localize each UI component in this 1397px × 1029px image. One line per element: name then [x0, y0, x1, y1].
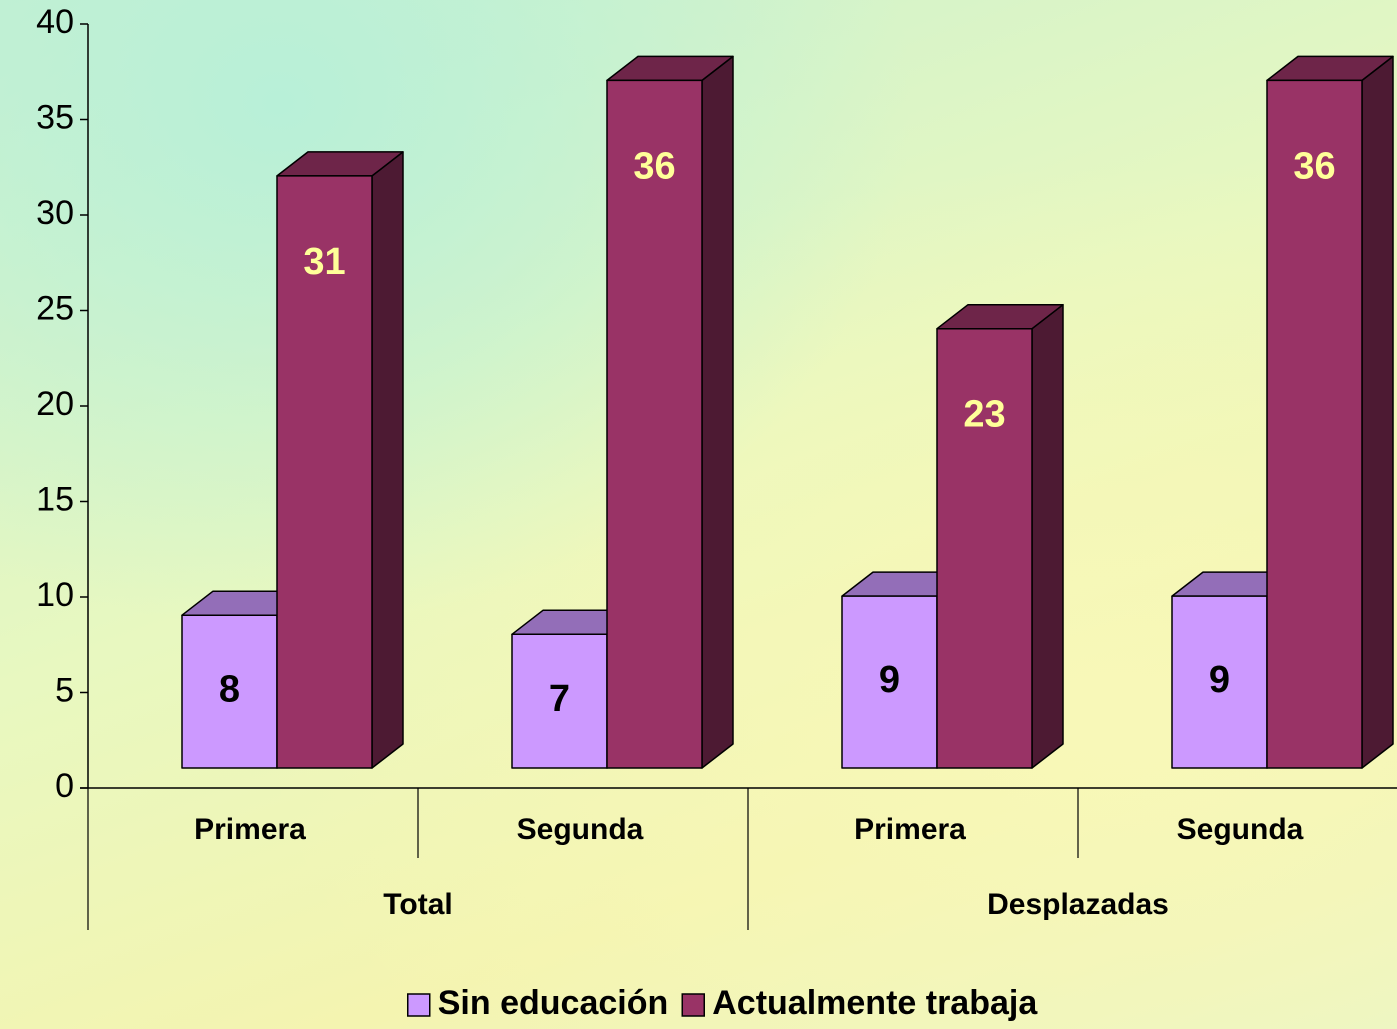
legend-swatch [681, 993, 705, 1017]
value-label: 36 [633, 145, 675, 187]
y-tick-label: 40 [36, 3, 74, 41]
y-tick-label: 25 [36, 289, 74, 327]
value-label: 31 [303, 241, 345, 283]
value-label: 7 [549, 678, 570, 720]
legend-label: Sin educación [438, 984, 669, 1022]
value-label: 36 [1293, 145, 1335, 187]
y-tick-label: 35 [36, 98, 74, 136]
group-label: Total [383, 888, 452, 921]
bar [511, 633, 608, 769]
y-tick-label: 5 [55, 671, 74, 709]
bar-side [701, 55, 734, 769]
x-tick-label: Primera [854, 813, 966, 846]
bar-side [1361, 55, 1394, 769]
bar-side [371, 151, 404, 769]
value-label: 8 [219, 669, 240, 711]
legend-swatch [407, 993, 431, 1017]
bar [606, 79, 703, 769]
value-label: 9 [879, 659, 900, 701]
y-tick-label: 20 [36, 385, 74, 423]
x-tick-label: Segunda [517, 813, 644, 846]
bar [181, 614, 278, 769]
group-label: Desplazadas [987, 888, 1169, 921]
legend-label: Actualmente trabaja [712, 984, 1038, 1022]
y-tick-label: 0 [55, 767, 74, 805]
value-label: 23 [963, 394, 1005, 436]
value-label: 9 [1209, 659, 1230, 701]
y-tick-label: 10 [36, 576, 74, 614]
x-tick-label: Segunda [1177, 813, 1304, 846]
bar-side [1031, 303, 1064, 769]
x-tick-label: Primera [194, 813, 306, 846]
bar [1171, 595, 1268, 769]
bar [841, 595, 938, 769]
bar [936, 327, 1033, 769]
y-tick-label: 30 [36, 194, 74, 232]
y-tick-label: 15 [36, 480, 74, 518]
bar [1266, 79, 1363, 769]
bar [276, 175, 373, 769]
